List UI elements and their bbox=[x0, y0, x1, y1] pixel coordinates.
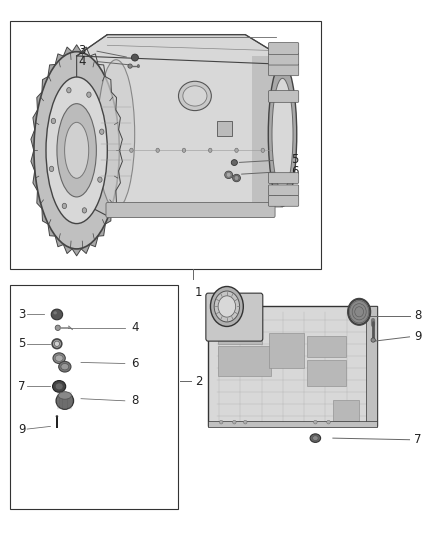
Text: 7: 7 bbox=[18, 380, 26, 393]
Bar bbox=[10, 21, 321, 269]
Ellipse shape bbox=[225, 171, 233, 179]
Ellipse shape bbox=[51, 309, 63, 320]
Ellipse shape bbox=[55, 355, 63, 361]
Ellipse shape bbox=[327, 420, 330, 424]
Bar bbox=[252, 56, 283, 208]
Text: 5: 5 bbox=[291, 154, 299, 166]
Ellipse shape bbox=[61, 364, 69, 370]
Ellipse shape bbox=[218, 296, 236, 317]
Bar bbox=[307, 336, 346, 357]
Text: 6: 6 bbox=[291, 165, 299, 178]
Ellipse shape bbox=[210, 286, 244, 326]
Ellipse shape bbox=[53, 381, 66, 392]
Ellipse shape bbox=[310, 434, 321, 442]
Polygon shape bbox=[77, 35, 280, 64]
Ellipse shape bbox=[244, 420, 247, 424]
Ellipse shape bbox=[59, 361, 71, 372]
Ellipse shape bbox=[131, 54, 138, 61]
Text: 1: 1 bbox=[195, 286, 202, 298]
FancyBboxPatch shape bbox=[268, 196, 299, 206]
Ellipse shape bbox=[56, 415, 58, 417]
Ellipse shape bbox=[233, 174, 240, 182]
Bar bbox=[307, 360, 346, 386]
Ellipse shape bbox=[235, 148, 238, 152]
Text: 3: 3 bbox=[78, 44, 85, 57]
FancyBboxPatch shape bbox=[268, 173, 299, 183]
Ellipse shape bbox=[53, 353, 65, 364]
FancyBboxPatch shape bbox=[268, 185, 299, 196]
Ellipse shape bbox=[64, 123, 88, 179]
Text: 4: 4 bbox=[78, 55, 85, 68]
FancyBboxPatch shape bbox=[268, 53, 299, 65]
Text: 9: 9 bbox=[414, 330, 421, 343]
Ellipse shape bbox=[208, 148, 212, 152]
FancyBboxPatch shape bbox=[268, 91, 299, 102]
Ellipse shape bbox=[82, 208, 87, 213]
Ellipse shape bbox=[56, 392, 74, 409]
Text: 3: 3 bbox=[18, 308, 26, 321]
Bar bbox=[208, 306, 377, 426]
Ellipse shape bbox=[46, 77, 107, 224]
Text: 8: 8 bbox=[131, 394, 139, 407]
Bar bbox=[10, 285, 178, 509]
Ellipse shape bbox=[138, 64, 139, 68]
Ellipse shape bbox=[130, 148, 133, 152]
Ellipse shape bbox=[233, 420, 236, 424]
Bar bbox=[269, 333, 304, 368]
Ellipse shape bbox=[234, 176, 239, 180]
Ellipse shape bbox=[54, 341, 60, 346]
Ellipse shape bbox=[182, 148, 186, 152]
Ellipse shape bbox=[214, 291, 240, 322]
Ellipse shape bbox=[62, 203, 67, 208]
FancyBboxPatch shape bbox=[268, 43, 299, 54]
Bar bbox=[217, 121, 232, 136]
Ellipse shape bbox=[97, 60, 135, 209]
Bar bbox=[218, 346, 271, 376]
Ellipse shape bbox=[183, 86, 207, 106]
Text: 9: 9 bbox=[18, 423, 26, 435]
Ellipse shape bbox=[52, 339, 62, 349]
Ellipse shape bbox=[156, 148, 159, 152]
Ellipse shape bbox=[371, 338, 375, 342]
Ellipse shape bbox=[51, 118, 56, 124]
Bar bbox=[366, 306, 377, 424]
Polygon shape bbox=[31, 45, 122, 256]
Bar bbox=[208, 421, 377, 427]
Bar bbox=[333, 400, 359, 421]
Ellipse shape bbox=[272, 78, 293, 190]
Ellipse shape bbox=[314, 420, 317, 424]
Bar bbox=[218, 320, 262, 344]
Ellipse shape bbox=[99, 129, 104, 134]
Text: 4: 4 bbox=[131, 321, 139, 334]
Ellipse shape bbox=[98, 177, 102, 182]
Text: 6: 6 bbox=[131, 357, 139, 370]
Ellipse shape bbox=[55, 383, 63, 390]
Ellipse shape bbox=[55, 325, 60, 330]
Ellipse shape bbox=[268, 62, 297, 206]
Text: 7: 7 bbox=[414, 433, 421, 446]
Ellipse shape bbox=[348, 299, 370, 325]
Ellipse shape bbox=[219, 420, 223, 424]
FancyBboxPatch shape bbox=[206, 293, 263, 341]
Ellipse shape bbox=[67, 87, 71, 93]
Polygon shape bbox=[77, 35, 280, 216]
Ellipse shape bbox=[53, 311, 57, 314]
Text: 2: 2 bbox=[195, 375, 202, 387]
Text: 8: 8 bbox=[414, 309, 421, 322]
Ellipse shape bbox=[87, 92, 91, 98]
Ellipse shape bbox=[261, 148, 265, 152]
Ellipse shape bbox=[57, 103, 96, 197]
Ellipse shape bbox=[178, 81, 211, 111]
Ellipse shape bbox=[34, 52, 119, 249]
Ellipse shape bbox=[313, 436, 318, 440]
Ellipse shape bbox=[128, 64, 132, 68]
Ellipse shape bbox=[58, 392, 71, 399]
Ellipse shape bbox=[231, 160, 237, 165]
Ellipse shape bbox=[49, 166, 54, 172]
FancyBboxPatch shape bbox=[106, 203, 275, 217]
Ellipse shape bbox=[226, 172, 231, 177]
Text: 5: 5 bbox=[18, 337, 26, 350]
FancyBboxPatch shape bbox=[268, 64, 299, 76]
Bar bbox=[56, 416, 58, 428]
